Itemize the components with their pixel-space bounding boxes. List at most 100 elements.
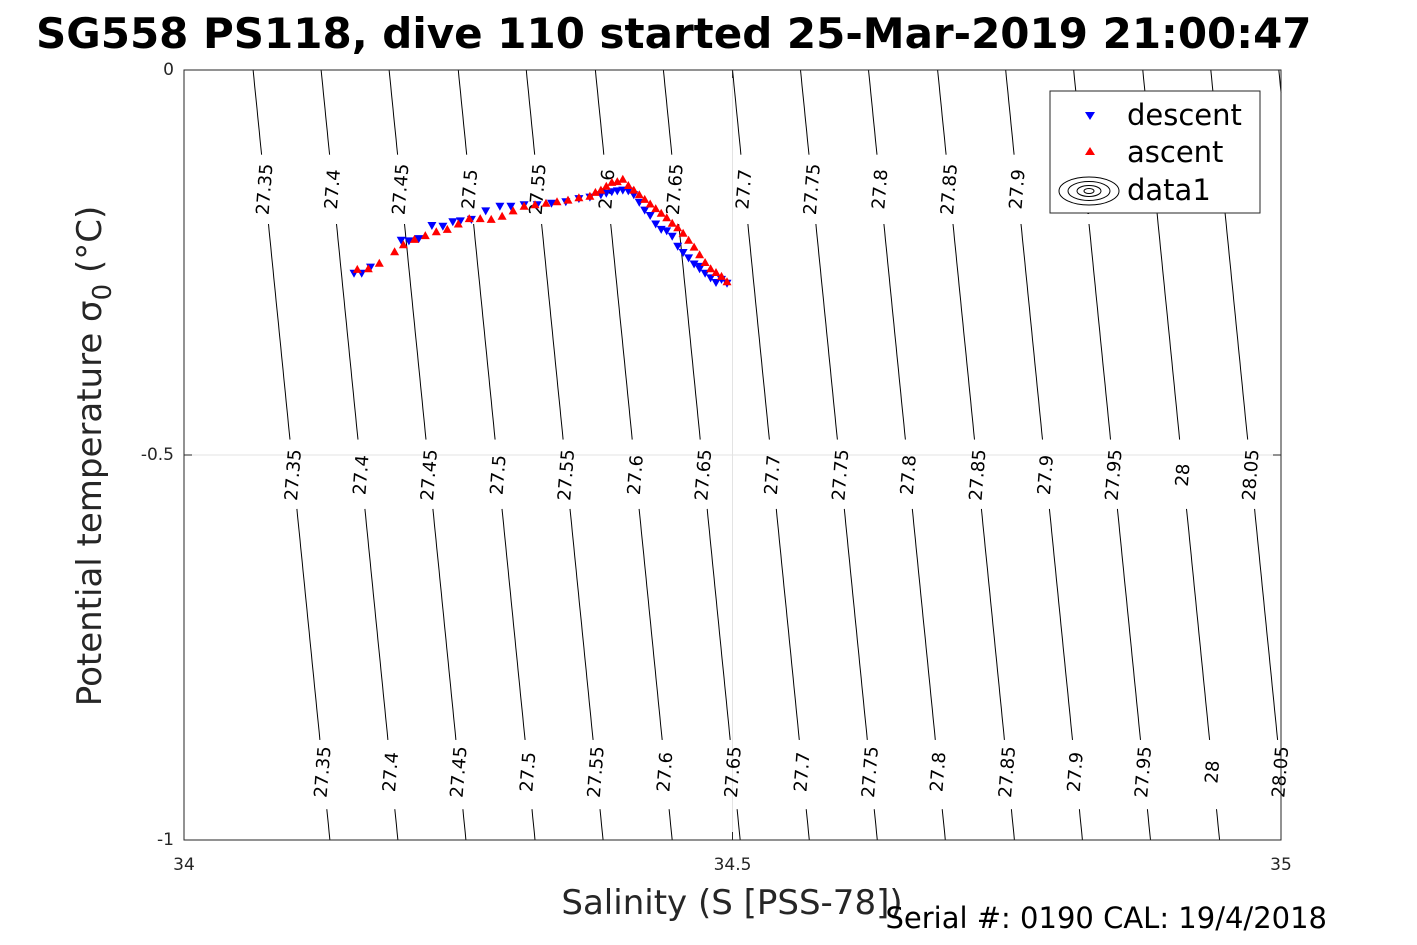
ascent-point [453, 219, 463, 228]
ascent-point [390, 247, 400, 256]
legend-ascent-label: ascent [1127, 135, 1223, 169]
y-tick-label: -0.5 [141, 445, 174, 465]
isopycnal-line [1186, 508, 1211, 740]
y-label-main: Potential temperature σ [70, 300, 110, 706]
ascent-point [684, 235, 694, 244]
isopycnal-line [941, 809, 946, 841]
isopycnal-line [736, 809, 741, 841]
ascent-point [431, 227, 441, 236]
isopycnal-line [805, 809, 810, 841]
ascent-point [651, 204, 661, 213]
isopycnal-line [525, 69, 536, 155]
descent-point [678, 249, 688, 257]
descent-point [662, 227, 672, 236]
descent-point [645, 212, 655, 220]
isopycnal-label: 27.4 [349, 454, 373, 496]
ascent-point [352, 264, 362, 273]
isopycnal-label: 27.5 [458, 168, 482, 210]
isopycnal-line [1020, 223, 1043, 440]
isopycnal-line [678, 223, 701, 440]
isopycnal-line [1078, 809, 1083, 841]
ascent-point [497, 211, 507, 220]
isopycnal-line [1048, 508, 1073, 740]
isopycnal-label: 27.35 [311, 745, 336, 798]
descent-point [612, 187, 622, 196]
isopycnal-labels: 27.35 27.35 27.35 27.4 27.4 27.4 27.45 27.45 27.… [253, 163, 1294, 799]
isopycnal-line [610, 223, 633, 440]
isopycnal-line [873, 809, 878, 841]
legend-descent-label: descent [1127, 98, 1242, 132]
ascent-point [601, 181, 611, 190]
isopycnal-label: 27.4 [379, 751, 403, 793]
ascent-point [552, 197, 562, 206]
ascent-point [612, 177, 622, 186]
isopycnal-label: 27.9 [1006, 168, 1030, 210]
isopycnal-line [1146, 809, 1151, 841]
isopycnal-line [326, 809, 331, 841]
isopycnal-line [394, 809, 399, 841]
descent-point [711, 279, 721, 287]
ascent-point [409, 234, 419, 243]
ascent-point [363, 264, 373, 273]
isopycnal-line [800, 69, 810, 155]
isopycnal-label: 27.85 [966, 448, 991, 501]
legend-descent-marker [1085, 112, 1095, 120]
isopycnal-line [501, 508, 526, 740]
ascent-point [722, 277, 732, 286]
isopycnal-label: 27.55 [584, 745, 609, 798]
isopycnal-line [531, 809, 536, 841]
isopycnal-label: 27.85 [937, 163, 962, 216]
ascent-point [508, 206, 518, 215]
ascent-point [618, 174, 628, 183]
isopycnal-line [599, 809, 604, 841]
descent-point [427, 222, 437, 230]
isopycnal-line [815, 223, 838, 440]
isopycnal-label: 28 [1201, 760, 1224, 784]
isopycnal-line [868, 69, 878, 155]
isopycnal-line [1088, 223, 1111, 440]
isopycnal-line [320, 69, 331, 155]
isopycnal-label: 27.75 [800, 163, 825, 216]
isopycnal-line [747, 223, 770, 440]
isopycnal-line [732, 69, 742, 155]
isopycnal-label: 27.35 [253, 163, 278, 216]
descent-point [640, 206, 650, 215]
isopycnal-label: 27.45 [447, 745, 472, 798]
isopycnal-label: 27.6 [653, 751, 677, 793]
descent-point [623, 187, 633, 196]
isopycnal-label: 27.45 [389, 163, 414, 216]
isopycnal-label: 27.9 [1034, 454, 1058, 496]
isopycnal-label: 27.95 [1131, 745, 1156, 798]
ascent-point [634, 190, 644, 199]
isopycnal-label: 27.8 [868, 168, 892, 210]
isopycnal-label: 27.5 [487, 454, 511, 496]
isopycnal-line [883, 223, 906, 440]
isopycnal-line [911, 508, 936, 740]
ascent-point [640, 194, 650, 203]
ascent-point [530, 200, 540, 209]
descent-point [673, 242, 683, 251]
x-tick-label: 34 [173, 855, 195, 875]
isopycnal-label: 28.05 [1239, 448, 1264, 501]
ascent-point [667, 218, 677, 227]
isopycnal-line [541, 223, 564, 440]
descent-point [455, 217, 465, 226]
legend: descent ascent data1 [1049, 90, 1261, 214]
isopycnal-line [775, 508, 800, 740]
y-axis-ticks: 0 -0.5 -1 [141, 60, 1281, 850]
x-axis-ticks: 34 34.5 35 [173, 70, 1292, 875]
y-tick-label: 0 [163, 60, 174, 80]
isopycnal-line [638, 508, 663, 740]
ascent-series [352, 174, 732, 286]
ascent-point [623, 181, 633, 189]
descent-point [547, 199, 556, 208]
ascent-point [656, 208, 666, 217]
ascent-point [464, 214, 474, 223]
isopycnal-label: 27.45 [417, 448, 442, 501]
ascent-point [420, 231, 430, 240]
ascent-point [689, 242, 699, 251]
isopycnal-line [252, 69, 263, 155]
isopycnal-line [388, 69, 399, 155]
isopycnal-label: 27.75 [828, 448, 853, 501]
